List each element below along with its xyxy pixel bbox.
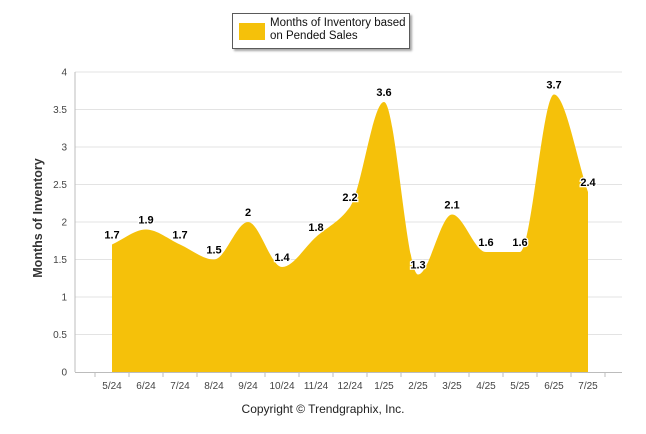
x-tick-label: 6/24 [136,381,156,392]
data-label: 2.1 [444,200,459,212]
legend-label: Months of Inventory based on Pended Sale… [270,17,410,43]
x-tick-label: 12/24 [337,381,362,392]
data-label: 3.7 [546,80,561,92]
y-tick-label: 0.5 [53,330,67,341]
legend-label-line1: Months of Inventory based [270,17,406,29]
y-tick-label: 2.5 [53,180,67,191]
y-tick-label: 1 [61,293,67,304]
chart-legend: Months of Inventory based on Pended Sale… [232,13,410,49]
y-tick-label: 3.5 [53,105,67,116]
x-tick-label: 8/24 [204,381,224,392]
y-tick-label: 4 [61,68,67,79]
y-tick-label: 3 [61,143,67,154]
data-label: 1.9 [138,215,153,227]
data-label: 1.5 [206,245,221,257]
x-tick-label: 3/25 [442,381,462,392]
data-label: 2.2 [342,192,357,204]
data-label: 1.7 [104,230,119,242]
y-tick-label: 0 [61,368,67,379]
x-tick-labels: 5/24 6/24 7/24 8/24 9/24 10/24 11/24 12/24 1/25 2… [102,381,598,392]
data-label: 1.3 [410,260,425,272]
data-label: 2.4 [580,177,596,189]
x-tick-label: 1/25 [374,381,394,392]
x-tick-label: 5/25 [510,381,530,392]
x-tick-label: 11/24 [304,381,329,392]
data-label: 2 [245,207,251,219]
area-series [112,94,588,372]
y-tick-label: 2 [61,218,67,229]
data-label: 1.4 [274,252,290,264]
x-tick-label: 9/24 [238,381,258,392]
x-tick-label: 6/25 [544,381,564,392]
data-label: 1.6 [478,237,493,249]
y-tick-labels: 0 0.5 1 1.5 2 2.5 3 3.5 4 [53,68,67,379]
copyright-text: Copyright © Trendgraphix, Inc. [241,402,405,416]
data-label: 1.6 [512,237,527,249]
y-axis-label: Months of Inventory [31,158,45,278]
area-fill [112,94,588,372]
data-label: 1.7 [172,230,187,242]
data-label: 1.8 [308,222,323,234]
x-tick-label: 7/25 [578,381,598,392]
x-tick-label: 2/25 [408,381,428,392]
legend-swatch [239,23,265,40]
x-tick-label: 4/25 [476,381,496,392]
data-label: 3.6 [376,87,391,99]
axes [74,72,622,377]
data-labels: 1.7 1.9 1.7 1.5 2 1.4 1.8 2.2 3.6 1.3 2.1 1.6 1.6 3.7… [103,78,598,273]
x-tick-label: 5/24 [102,381,122,392]
x-tick-label: 7/24 [170,381,190,392]
y-tick-label: 1.5 [53,255,67,266]
x-tick-label: 10/24 [269,381,294,392]
legend-label-line2: on Pended Sales [270,30,358,42]
